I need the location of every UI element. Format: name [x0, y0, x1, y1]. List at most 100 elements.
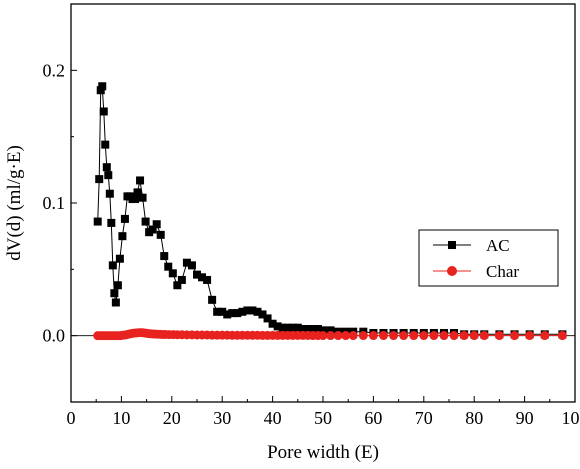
data-point-ac — [99, 107, 108, 116]
x-tick-label: 60 — [364, 408, 382, 428]
data-point-ac — [258, 310, 267, 319]
x-tick-label: 0 — [67, 408, 76, 428]
data-point-ac — [133, 188, 142, 197]
data-point-char — [494, 331, 504, 341]
data-point-ac — [238, 307, 247, 316]
x-axis-title: Pore width (E) — [267, 442, 379, 463]
data-point-ac — [313, 325, 322, 334]
data-point-ac — [118, 232, 127, 241]
data-point-ac — [111, 298, 120, 307]
legend-label-char: Char — [486, 262, 519, 281]
data-point-ac — [208, 295, 217, 304]
data-point-char — [399, 331, 409, 341]
x-tick-label: 10 — [112, 408, 130, 428]
data-point-char — [368, 331, 378, 341]
data-point-ac — [138, 193, 147, 202]
data-point-ac — [160, 252, 169, 261]
data-point-ac — [283, 323, 292, 332]
data-point-ac — [164, 262, 173, 271]
data-point-ac — [108, 261, 117, 270]
x-tick-label: 80 — [465, 408, 483, 428]
data-point-char — [326, 331, 336, 341]
data-point-ac — [141, 217, 150, 226]
data-point-ac — [233, 309, 242, 318]
data-point-ac — [218, 307, 227, 316]
data-point-char — [469, 331, 479, 341]
data-point-char — [341, 331, 351, 341]
data-point-ac — [115, 254, 124, 263]
y-tick-label: 0.0 — [43, 326, 66, 346]
x-tick-label: 100 — [562, 408, 580, 428]
x-tick-label: 50 — [314, 408, 332, 428]
series-layer — [93, 82, 567, 341]
data-point-ac — [168, 269, 177, 278]
y-tick-label: 0.1 — [43, 193, 66, 213]
data-point-ac — [278, 323, 287, 332]
legend-marker-ac — [448, 241, 456, 249]
data-point-ac — [93, 217, 102, 226]
data-point-char — [318, 331, 328, 341]
x-tick-label: 30 — [213, 408, 231, 428]
data-point-ac — [120, 214, 129, 223]
data-point-char — [389, 331, 399, 341]
legend: AC Char — [418, 229, 559, 287]
data-point-char — [409, 331, 419, 341]
data-point-ac — [308, 325, 317, 334]
data-point-ac — [182, 258, 191, 267]
data-point-ac — [303, 325, 312, 334]
data-point-ac — [198, 273, 207, 282]
data-point-char — [449, 331, 459, 341]
data-point-char — [358, 331, 368, 341]
data-point-ac — [268, 319, 277, 328]
data-point-ac — [98, 82, 107, 91]
data-point-ac — [105, 189, 114, 198]
data-point-ac — [193, 270, 201, 279]
x-tick-label: 40 — [264, 408, 282, 428]
axis-ticks: 0 10 20 30 40 50 60 70 80 90 100 0.0 0.1 0.2 — [43, 60, 580, 428]
legend-label-ac: AC — [486, 236, 510, 255]
data-point-ac — [156, 230, 165, 239]
data-point-ac — [95, 175, 104, 184]
data-point-ac — [298, 325, 307, 334]
data-point-char — [419, 331, 429, 341]
data-point-ac — [293, 323, 302, 332]
data-point-ac — [177, 275, 186, 284]
data-point-ac — [319, 326, 327, 335]
y-axis-title: dV(d) (ml/g·E) — [4, 145, 25, 261]
data-point-ac — [131, 195, 140, 204]
data-point-char — [557, 331, 567, 341]
x-tick-label: 90 — [516, 408, 534, 428]
data-point-ac — [136, 176, 145, 185]
x-tick-label: 20 — [163, 408, 181, 428]
data-point-ac — [148, 225, 157, 234]
data-point-ac — [187, 261, 196, 270]
data-point-ac — [102, 163, 111, 172]
data-point-char — [378, 331, 388, 341]
data-point-ac — [213, 307, 222, 316]
data-point-ac — [173, 281, 182, 290]
y-tick-label: 0.2 — [43, 60, 66, 80]
data-point-ac — [273, 322, 282, 331]
data-point-char — [479, 331, 489, 341]
data-point-ac — [107, 218, 116, 227]
data-point-ac — [326, 326, 335, 335]
data-point-ac — [203, 275, 212, 284]
data-point-char — [348, 331, 358, 341]
data-point-ac — [223, 310, 232, 319]
data-point-char — [459, 331, 469, 341]
data-point-char — [510, 331, 520, 341]
data-point-char — [540, 331, 550, 341]
data-point-char — [333, 331, 343, 341]
legend-marker-char — [447, 266, 457, 276]
data-point-ac — [110, 289, 119, 298]
data-point-ac — [288, 323, 297, 332]
data-point-ac — [152, 220, 161, 229]
data-point-char — [429, 331, 439, 341]
data-point-ac — [101, 140, 110, 149]
data-point-char — [525, 331, 535, 341]
data-point-char — [439, 331, 449, 341]
x-tick-label: 70 — [415, 408, 433, 428]
data-point-ac — [253, 307, 262, 316]
data-point-ac — [228, 309, 237, 318]
